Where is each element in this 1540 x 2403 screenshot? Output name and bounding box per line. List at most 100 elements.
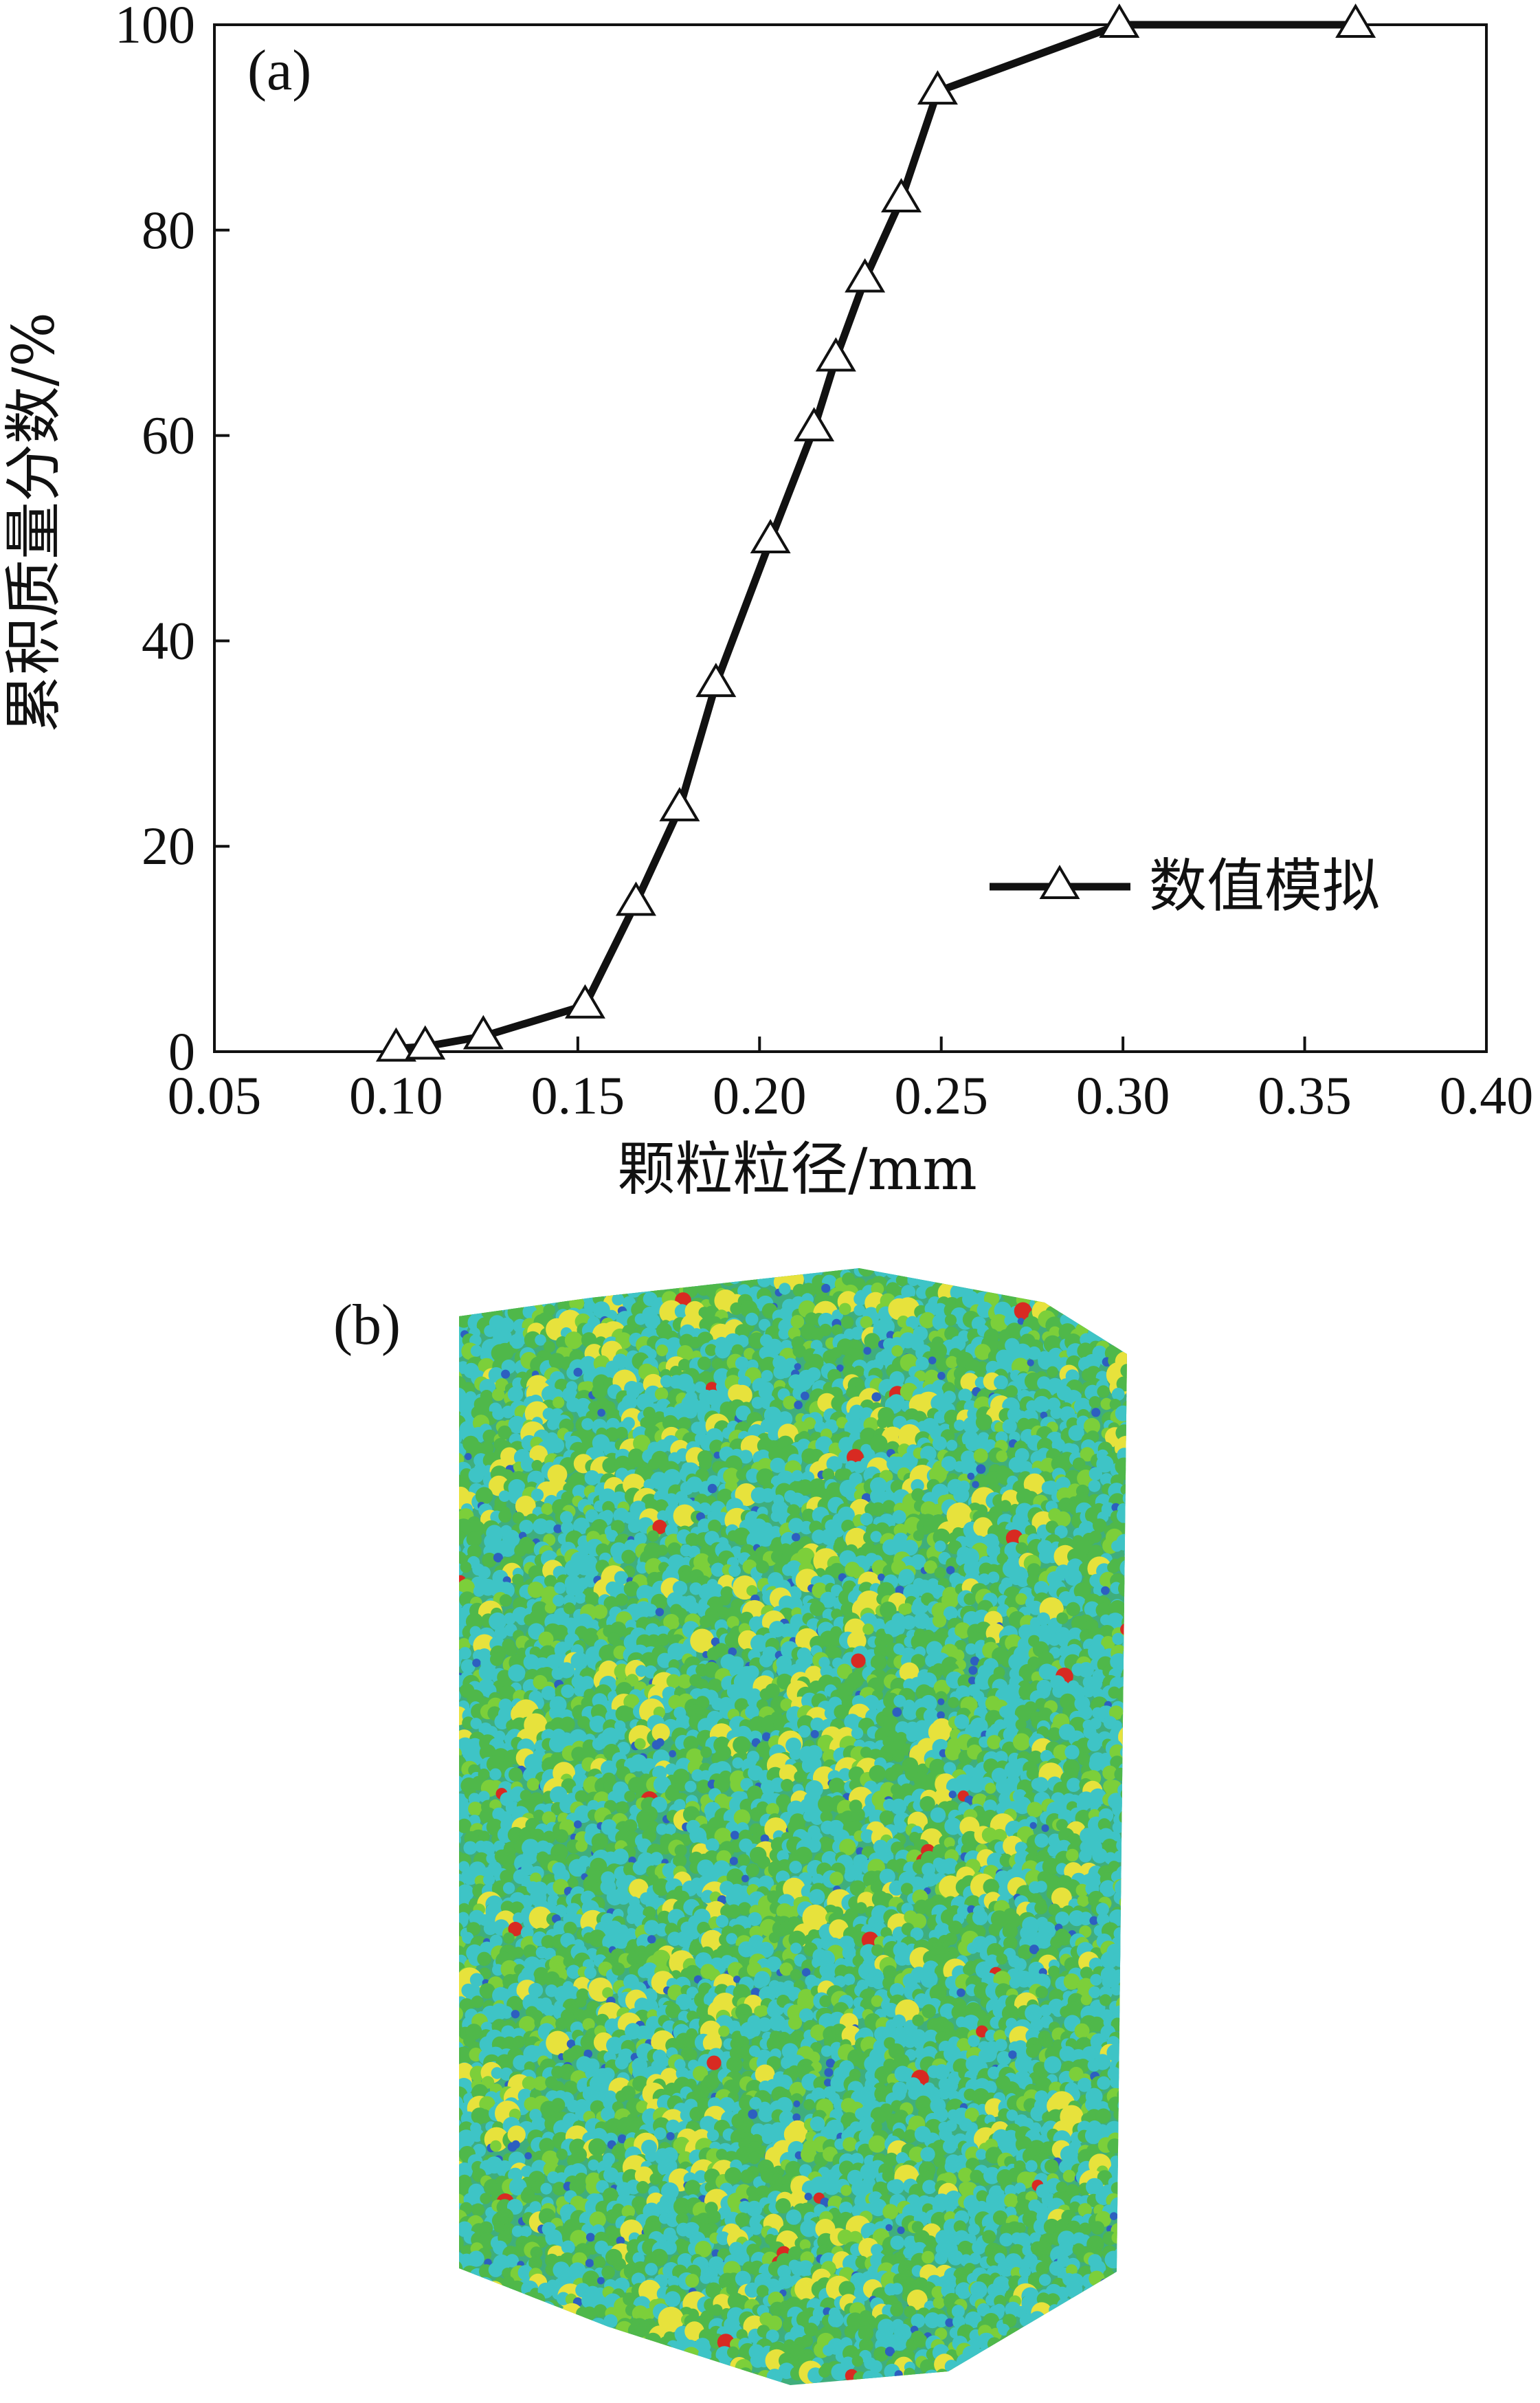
particle xyxy=(1016,1542,1028,1554)
particle xyxy=(838,1303,851,1316)
particle xyxy=(552,1274,565,1286)
particle xyxy=(558,1662,574,1679)
particle xyxy=(459,1272,462,1289)
particle xyxy=(477,1951,491,1967)
particle xyxy=(779,1306,795,1323)
particle xyxy=(1115,1405,1127,1421)
particle xyxy=(511,1292,529,1309)
particle xyxy=(478,1830,490,1842)
particle xyxy=(459,1531,467,1545)
particle xyxy=(960,1373,979,1392)
data-point xyxy=(917,70,958,105)
particle xyxy=(1097,1385,1110,1398)
particle xyxy=(830,1347,842,1359)
particle xyxy=(1118,1980,1127,1994)
particle xyxy=(1027,1802,1043,1818)
particle xyxy=(467,1286,484,1304)
particle xyxy=(920,1501,937,1518)
particle xyxy=(656,1738,665,1747)
particle xyxy=(920,1446,937,1462)
particle xyxy=(1079,1307,1091,1320)
particle xyxy=(655,1278,667,1289)
particle xyxy=(1113,1335,1126,1347)
particle xyxy=(735,1405,751,1421)
particle xyxy=(1038,1353,1054,1370)
particle xyxy=(606,1529,618,1542)
particle xyxy=(892,1509,906,1524)
particle xyxy=(1069,1269,1082,1281)
particle xyxy=(790,1942,802,1954)
particle xyxy=(1120,1364,1127,1378)
particle xyxy=(778,1364,792,1378)
particle xyxy=(571,1334,583,1347)
particle xyxy=(621,1549,636,1564)
particle xyxy=(836,1364,844,1372)
particle xyxy=(585,1591,600,1606)
particle xyxy=(657,1510,669,1522)
particle xyxy=(570,1278,585,1294)
particle xyxy=(978,1573,991,1586)
particle xyxy=(459,1387,467,1406)
particle xyxy=(698,1518,712,1533)
particle xyxy=(655,1608,665,1617)
particle xyxy=(498,1425,512,1440)
particle xyxy=(459,1723,460,1734)
particle xyxy=(757,1268,772,1275)
particle xyxy=(790,1969,802,1981)
particle xyxy=(932,1503,944,1516)
particle xyxy=(459,1637,461,1650)
x-tick-label: 0.40 xyxy=(1440,1065,1534,1125)
particle xyxy=(946,1502,973,1529)
particle xyxy=(513,1947,524,1958)
particle xyxy=(1124,1594,1127,1606)
particle xyxy=(1067,1768,1079,1780)
particle xyxy=(858,1268,875,1277)
particle xyxy=(968,1665,978,1675)
particle xyxy=(1122,1646,1127,1661)
particle xyxy=(1115,1283,1127,1298)
particle xyxy=(759,1654,773,1668)
particle xyxy=(851,1653,866,1668)
particle xyxy=(840,1468,852,1480)
particle xyxy=(1044,1481,1058,1495)
particle xyxy=(1056,1612,1069,1624)
particle xyxy=(929,1465,947,1484)
particle xyxy=(1120,1956,1127,1971)
particle xyxy=(884,1767,899,1782)
data-series xyxy=(375,3,1376,1062)
data-point xyxy=(815,337,856,372)
particle xyxy=(1086,1268,1103,1283)
particle xyxy=(788,2015,803,2030)
particle xyxy=(708,1519,722,1533)
particle xyxy=(498,1509,512,1523)
particle xyxy=(460,1561,471,1573)
particle xyxy=(636,1562,649,1574)
particle xyxy=(541,1503,553,1516)
particle xyxy=(512,1511,525,1525)
particle xyxy=(718,2026,730,2037)
particle xyxy=(657,1544,669,1556)
particle xyxy=(674,1271,690,1287)
particle xyxy=(548,1437,565,1453)
particle xyxy=(871,1502,886,1516)
particle xyxy=(463,1841,478,1855)
particle xyxy=(1068,1304,1084,1320)
particle xyxy=(794,1400,803,1410)
particle xyxy=(902,1704,918,1720)
particle xyxy=(1056,1276,1073,1294)
particle xyxy=(979,1268,994,1283)
particle xyxy=(713,1451,722,1459)
particle xyxy=(934,1410,947,1424)
particle xyxy=(787,1504,801,1518)
particle xyxy=(698,1502,711,1516)
particle xyxy=(894,1820,907,1833)
particle xyxy=(487,1268,504,1283)
particle xyxy=(715,1387,732,1404)
particle xyxy=(625,1274,634,1283)
particle xyxy=(555,1829,569,1843)
particle xyxy=(522,1540,536,1554)
particle xyxy=(483,1289,495,1301)
particle xyxy=(937,1711,945,1720)
